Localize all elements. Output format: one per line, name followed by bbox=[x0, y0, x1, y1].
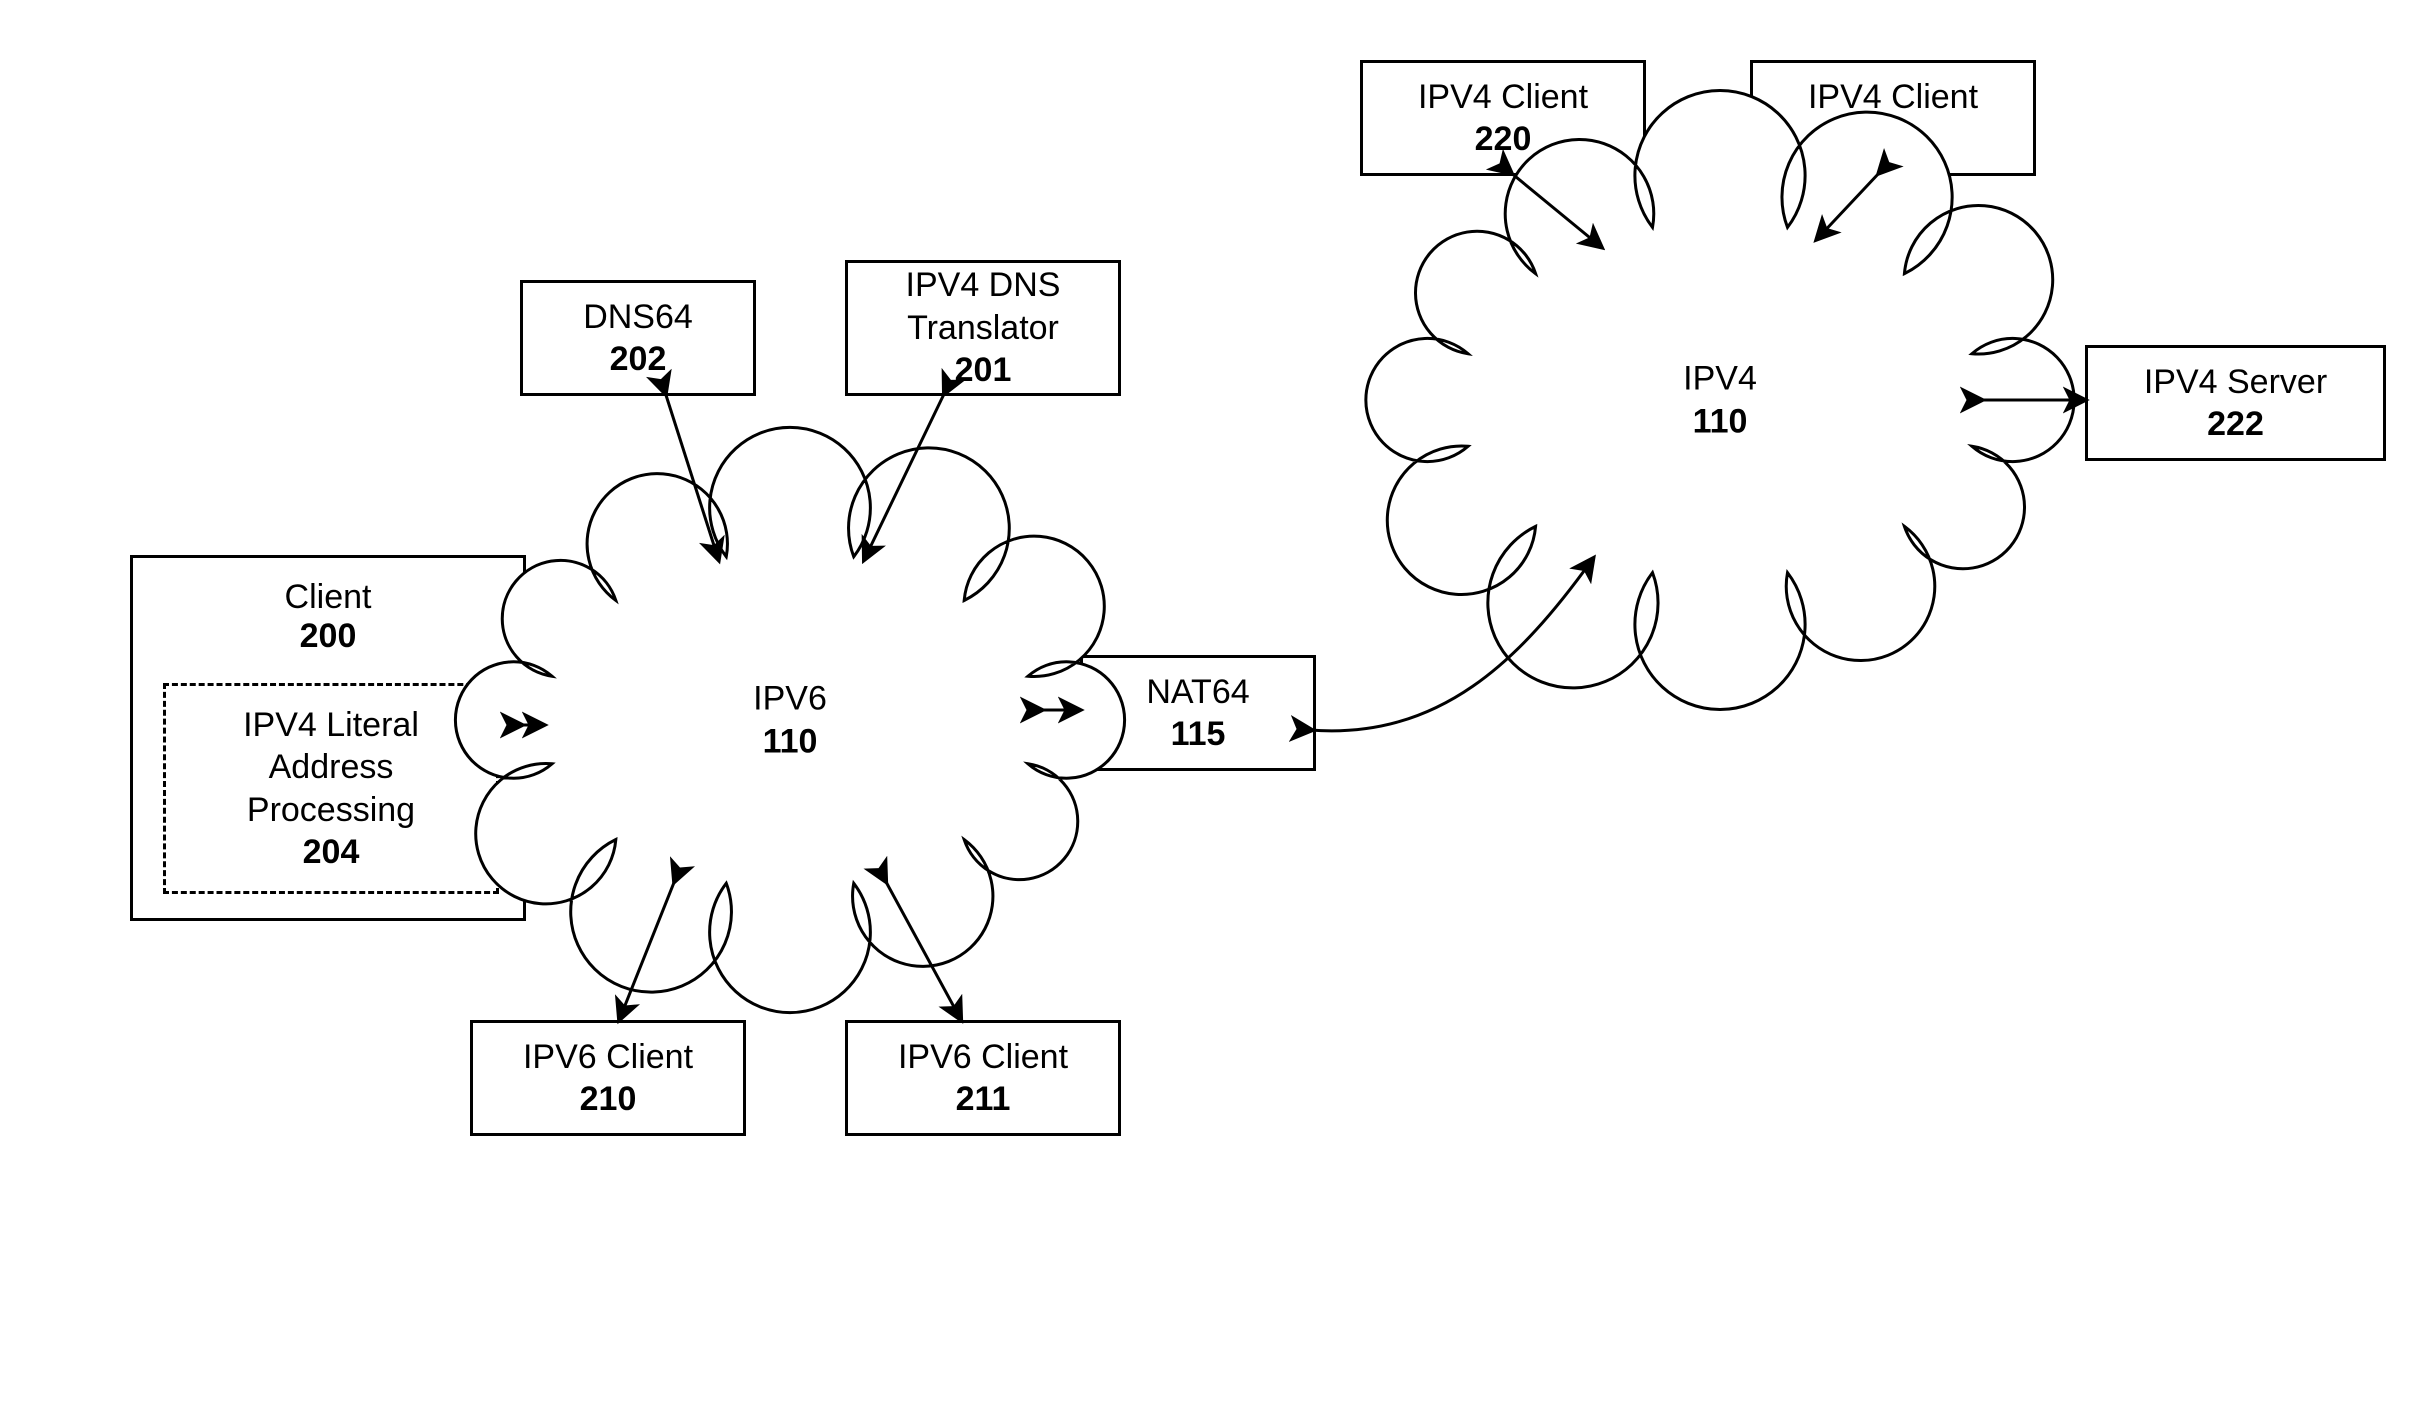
ipv4-cloud: IPV4 110 bbox=[1450, 215, 1990, 585]
ipv6-client-211-box: IPV6 Client211 bbox=[845, 1020, 1121, 1136]
client-number: 200 bbox=[300, 617, 357, 655]
client-sub-line1: IPV4 Literal bbox=[243, 704, 419, 747]
ipv4-client-220-box: IPV4 Client220 bbox=[1360, 60, 1646, 176]
edge-ipv6-v6c2 bbox=[885, 880, 960, 1018]
client-sub-box: IPV4 Literal Address Processing 204 bbox=[163, 683, 499, 894]
ipv4-server-box: IPV4 Server222 bbox=[2085, 345, 2386, 461]
ipv6-client-210-box: IPV6 Client210 bbox=[470, 1020, 746, 1136]
ipv4-cloud-number: 110 bbox=[1693, 402, 1748, 440]
nat64-box: NAT64115 bbox=[1080, 655, 1316, 771]
edge-nat64-ipv4 bbox=[1310, 560, 1592, 731]
ipv6-cloud-title: IPV6 bbox=[753, 680, 827, 718]
client-sub-line3: Processing bbox=[247, 789, 415, 832]
client-sub-number: 204 bbox=[303, 831, 360, 874]
client-title: Client 200 bbox=[133, 578, 523, 656]
ipv6-cloud-number: 110 bbox=[763, 722, 818, 760]
edge-ipv6-v6c1 bbox=[620, 880, 675, 1018]
ipv4-dns-translator-box: IPV4 DNSTranslator201 bbox=[845, 260, 1121, 396]
ipv4-client-221-box: IPV4 Client221 bbox=[1750, 60, 2036, 176]
client-title-text: Client bbox=[285, 578, 372, 616]
client-sub-line2: Address bbox=[269, 746, 394, 789]
edge-dnstr-ipv6 bbox=[865, 392, 945, 558]
ipv6-cloud: IPV6 110 bbox=[535, 545, 1045, 895]
edge-dns64-ipv6 bbox=[665, 392, 718, 558]
client-box: Client 200 IPV4 Literal Address Processi… bbox=[130, 555, 526, 921]
dns64-box: DNS64202 bbox=[520, 280, 756, 396]
ipv4-cloud-title: IPV4 bbox=[1683, 360, 1757, 398]
